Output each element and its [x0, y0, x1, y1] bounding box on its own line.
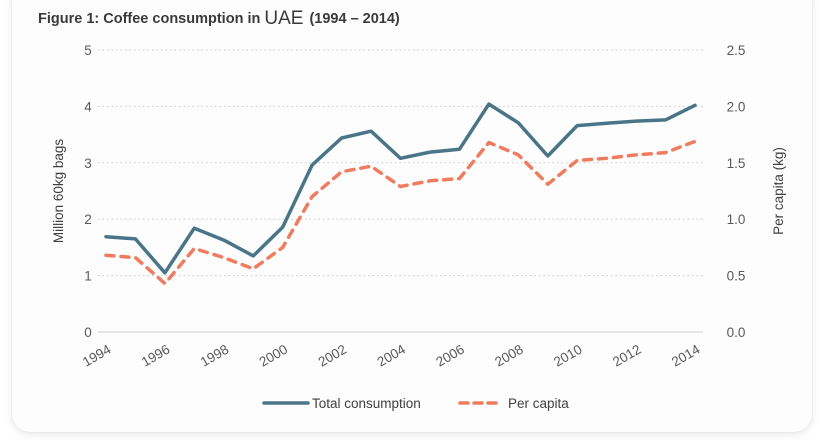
- chart-title: Figure 1: Coffee consumption in UAE (1994…: [38, 8, 400, 30]
- y-axis-right-ticks: 0.0 0.5 1.0 1.5 2.0 2.5: [727, 43, 746, 340]
- y-axis-left-ticks: 0 1 2 3 4 5: [84, 43, 92, 340]
- x-axis-ticks: 1994 1996 1998 2000 2002 2004 2006 2008 2010 2012…: [80, 341, 703, 369]
- x-tick-label: 2010: [551, 342, 585, 370]
- y-tick-label: 2: [84, 212, 92, 227]
- x-tick-label: 2008: [492, 342, 526, 370]
- y2-tick-label: 0.0: [727, 325, 746, 340]
- x-tick-label: 2002: [316, 342, 350, 370]
- y2-tick-label: 1.0: [727, 212, 746, 227]
- gridlines: [98, 49, 703, 333]
- y-tick-label: 4: [84, 99, 92, 114]
- x-tick-label: 2000: [257, 342, 291, 370]
- x-tick-label: 2012: [610, 342, 644, 370]
- x-tick-label: 2006: [433, 342, 467, 370]
- x-tick-label: 1996: [139, 342, 173, 370]
- y2-tick-label: 0.5: [727, 269, 746, 284]
- legend-label-per-capita: Per capita: [508, 396, 569, 411]
- figure-card: [12, 0, 812, 432]
- x-tick-label: 2014: [669, 341, 703, 369]
- legend: Total consumption Per capita: [262, 396, 569, 411]
- legend-label-total-consumption: Total consumption: [312, 396, 421, 411]
- y2-tick-label: 2.0: [727, 99, 746, 114]
- y-axis-left-label: Million 60kg bags: [51, 139, 66, 244]
- series-line-per-capita: [104, 139, 697, 286]
- x-tick-label: 1998: [198, 342, 232, 370]
- y-tick-label: 3: [84, 156, 92, 171]
- title-prefix: Figure 1: Coffee consumption in: [38, 11, 265, 27]
- title-country: UAE: [264, 8, 304, 29]
- y2-tick-label: 1.5: [727, 156, 746, 171]
- x-tick-label: 2004: [374, 341, 408, 369]
- y2-tick-label: 2.5: [727, 43, 746, 58]
- y-axis-right-label: Per capita (kg): [771, 147, 786, 235]
- y-tick-label: 0: [84, 325, 92, 340]
- y-tick-label: 5: [84, 43, 92, 58]
- y-tick-label: 1: [84, 269, 92, 284]
- title-suffix: (1994 – 2014): [309, 11, 400, 27]
- x-tick-label: 1994: [80, 341, 114, 369]
- series-lines: [104, 102, 697, 286]
- series-line-total-consumption: [104, 102, 697, 275]
